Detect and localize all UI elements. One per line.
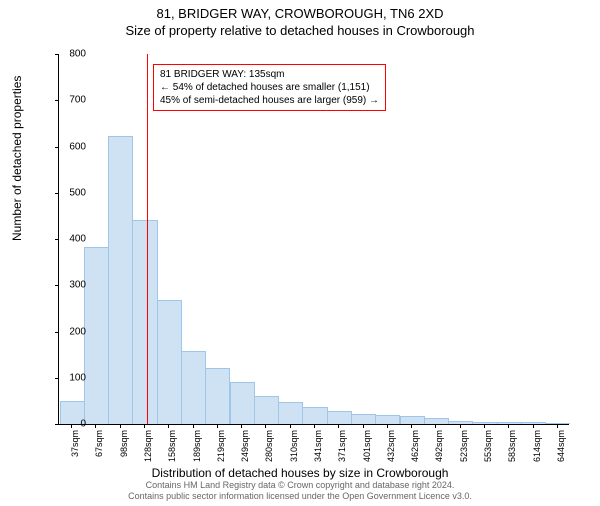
x-tick-label: 523sqm bbox=[459, 430, 469, 470]
x-tick-label: 310sqm bbox=[289, 430, 299, 470]
x-tick-label: 158sqm bbox=[167, 430, 177, 470]
x-tick-label: 462sqm bbox=[410, 430, 420, 470]
x-tick-mark bbox=[557, 424, 558, 428]
histogram-bar bbox=[327, 411, 352, 424]
x-tick-mark bbox=[387, 424, 388, 428]
x-tick-mark bbox=[120, 424, 121, 428]
x-tick-mark bbox=[144, 424, 145, 428]
x-tick-mark bbox=[411, 424, 412, 428]
x-tick-mark bbox=[241, 424, 242, 428]
x-tick-mark bbox=[290, 424, 291, 428]
x-tick-label: 492sqm bbox=[434, 430, 444, 470]
annotation-line-1: 81 BRIDGER WAY: 135sqm bbox=[160, 68, 379, 81]
annotation-line-2: ← 54% of detached houses are smaller (1,… bbox=[160, 81, 379, 94]
x-tick-mark bbox=[95, 424, 96, 428]
histogram-bar bbox=[424, 418, 449, 424]
annotation-line-3: 45% of semi-detached houses are larger (… bbox=[160, 94, 379, 107]
histogram-bar bbox=[84, 247, 109, 424]
x-tick-label: 128sqm bbox=[143, 430, 153, 470]
y-axis-label: Number of detached properties bbox=[10, 76, 24, 241]
histogram-bar bbox=[254, 396, 279, 424]
histogram-bar bbox=[497, 422, 522, 424]
histogram-bar bbox=[132, 220, 157, 424]
y-tick-label: 0 bbox=[56, 419, 86, 430]
chart-title-sub: Size of property relative to detached ho… bbox=[0, 23, 600, 38]
y-tick-label: 700 bbox=[56, 95, 86, 106]
x-tick-mark bbox=[435, 424, 436, 428]
y-tick-label: 200 bbox=[56, 326, 86, 337]
x-tick-mark bbox=[217, 424, 218, 428]
x-tick-mark bbox=[193, 424, 194, 428]
x-tick-mark bbox=[533, 424, 534, 428]
chart-area: 81 BRIDGER WAY: 135sqm ← 54% of detached… bbox=[58, 54, 568, 424]
x-tick-label: 67sqm bbox=[94, 430, 104, 470]
histogram-bar bbox=[278, 402, 303, 424]
x-tick-label: 280sqm bbox=[264, 430, 274, 470]
histogram-bar bbox=[157, 300, 182, 424]
x-tick-label: 219sqm bbox=[216, 430, 226, 470]
footer-line-2: Contains public sector information licen… bbox=[0, 491, 600, 502]
x-tick-label: 371sqm bbox=[337, 430, 347, 470]
x-tick-mark bbox=[363, 424, 364, 428]
x-tick-label: 37sqm bbox=[70, 430, 80, 470]
y-tick-label: 400 bbox=[56, 234, 86, 245]
histogram-bar bbox=[302, 407, 327, 424]
histogram-bar bbox=[375, 415, 400, 424]
x-tick-mark bbox=[265, 424, 266, 428]
annotation-box: 81 BRIDGER WAY: 135sqm ← 54% of detached… bbox=[153, 64, 386, 111]
x-tick-label: 553sqm bbox=[483, 430, 493, 470]
x-tick-label: 249sqm bbox=[240, 430, 250, 470]
histogram-bar bbox=[400, 416, 425, 424]
x-tick-label: 401sqm bbox=[362, 430, 372, 470]
plot-area: 81 BRIDGER WAY: 135sqm ← 54% of detached… bbox=[58, 54, 569, 425]
histogram-bar bbox=[545, 423, 570, 424]
x-tick-label: 583sqm bbox=[507, 430, 517, 470]
x-tick-mark bbox=[508, 424, 509, 428]
histogram-bar bbox=[351, 414, 376, 424]
x-tick-label: 98sqm bbox=[119, 430, 129, 470]
histogram-bar bbox=[108, 136, 133, 424]
property-marker-line bbox=[147, 54, 148, 424]
y-tick-label: 800 bbox=[56, 49, 86, 60]
y-tick-label: 500 bbox=[56, 187, 86, 198]
x-tick-label: 614sqm bbox=[532, 430, 542, 470]
footer-text: Contains HM Land Registry data © Crown c… bbox=[0, 480, 600, 502]
y-tick-label: 600 bbox=[56, 141, 86, 152]
x-tick-label: 644sqm bbox=[556, 430, 566, 470]
footer-line-1: Contains HM Land Registry data © Crown c… bbox=[0, 480, 600, 491]
histogram-bar bbox=[181, 351, 206, 424]
x-tick-mark bbox=[314, 424, 315, 428]
x-tick-mark bbox=[338, 424, 339, 428]
histogram-bar bbox=[230, 382, 255, 424]
x-tick-label: 432sqm bbox=[386, 430, 396, 470]
x-tick-label: 189sqm bbox=[192, 430, 202, 470]
chart-title-main: 81, BRIDGER WAY, CROWBOROUGH, TN6 2XD bbox=[0, 6, 600, 21]
y-tick-label: 100 bbox=[56, 372, 86, 383]
histogram-bar bbox=[448, 421, 473, 424]
y-tick-label: 300 bbox=[56, 280, 86, 291]
x-tick-mark bbox=[168, 424, 169, 428]
histogram-bar bbox=[521, 422, 546, 424]
x-tick-mark bbox=[460, 424, 461, 428]
histogram-bar bbox=[205, 368, 230, 425]
x-tick-mark bbox=[484, 424, 485, 428]
x-tick-label: 341sqm bbox=[313, 430, 323, 470]
